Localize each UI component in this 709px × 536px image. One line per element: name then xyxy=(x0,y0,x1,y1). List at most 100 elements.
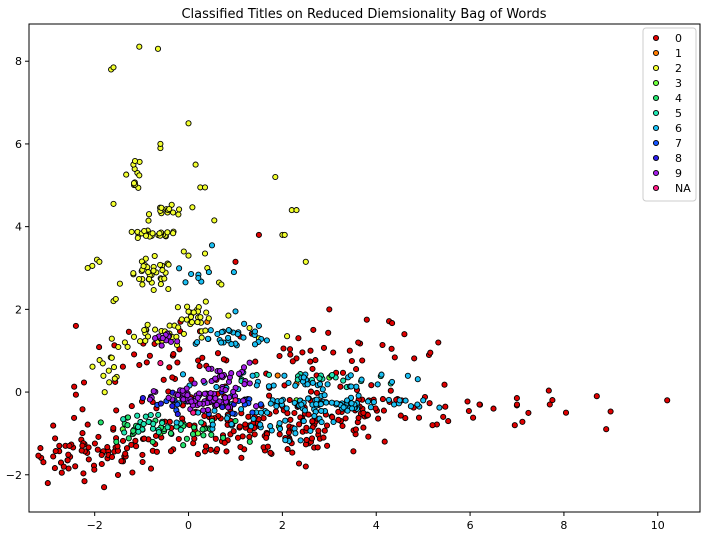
data-point-series-6 xyxy=(298,401,305,408)
data-point-series-0 xyxy=(353,366,360,373)
data-point-series-6 xyxy=(225,334,232,341)
data-point-series-2 xyxy=(157,261,164,268)
data-point-series-5 xyxy=(198,419,205,426)
data-point-series-5 xyxy=(155,411,162,418)
data-point-series-9 xyxy=(179,387,186,394)
y-tick-label: −2 xyxy=(6,469,22,482)
data-point-series-0 xyxy=(339,369,347,376)
data-point-series-6 xyxy=(214,330,221,338)
data-point-series-2 xyxy=(96,258,103,265)
data-point-series-8 xyxy=(174,411,181,418)
data-point-series-0 xyxy=(355,414,362,421)
data-point-series-0 xyxy=(426,400,433,407)
data-point-series-2 xyxy=(161,275,168,282)
data-point-series-0 xyxy=(389,320,396,327)
data-point-series-0 xyxy=(72,322,79,329)
data-point-series-6 xyxy=(305,395,312,402)
data-point-series-6 xyxy=(264,409,271,416)
data-point-series-2 xyxy=(170,209,177,216)
data-point-series-0 xyxy=(337,383,344,390)
data-point-series-0 xyxy=(129,469,136,476)
data-point-series-2 xyxy=(110,64,117,71)
data-point-series-2 xyxy=(180,330,187,337)
data-point-series-0 xyxy=(511,422,518,429)
data-point-series-0 xyxy=(312,357,319,364)
x-tick-label: 2 xyxy=(279,519,286,532)
data-point-series-6 xyxy=(176,265,183,272)
data-point-series-0 xyxy=(286,346,294,353)
legend-label-9: 9 xyxy=(675,167,682,180)
data-point-series-6 xyxy=(347,372,354,379)
data-point-series-0 xyxy=(607,408,614,415)
data-point-series-0 xyxy=(72,391,79,398)
data-point-series-0 xyxy=(411,355,418,362)
data-point-series-0 xyxy=(360,409,367,416)
legend-label-6: 6 xyxy=(675,122,682,135)
data-point-series-0 xyxy=(85,456,92,463)
data-point-series-2 xyxy=(142,337,149,344)
data-point-series-0 xyxy=(276,352,283,360)
legend-label-NA: NA xyxy=(675,182,691,195)
data-point-series-5 xyxy=(164,424,171,431)
data-point-series-2 xyxy=(111,375,118,382)
data-point-series-0 xyxy=(201,448,209,455)
data-point-series-2 xyxy=(185,252,192,259)
data-point-series-0 xyxy=(50,453,57,460)
y-tick-label: 0 xyxy=(15,386,22,399)
data-point-series-0 xyxy=(303,436,310,443)
data-point-series-0 xyxy=(441,381,448,388)
data-point-series-2 xyxy=(166,205,173,213)
data-point-series-6 xyxy=(309,379,316,386)
data-point-series-0 xyxy=(114,471,122,479)
data-point-series-9 xyxy=(191,380,198,387)
data-point-series-2 xyxy=(165,261,172,268)
data-point-series-0 xyxy=(291,409,298,417)
data-point-series-4 xyxy=(113,438,120,445)
data-point-series-0 xyxy=(132,437,139,444)
data-point-series-2 xyxy=(100,372,107,379)
data-point-series-0 xyxy=(56,442,63,449)
data-point-series-0 xyxy=(212,435,219,442)
data-point-series-9 xyxy=(240,397,247,404)
data-point-series-6 xyxy=(276,420,283,427)
data-point-series-9 xyxy=(180,396,187,403)
legend-marker-8 xyxy=(652,154,660,162)
legend-marker-9 xyxy=(652,169,660,177)
data-point-series-6 xyxy=(282,437,289,444)
data-point-series-2 xyxy=(106,379,113,386)
data-point-series-6 xyxy=(292,382,299,389)
data-point-series-0 xyxy=(188,376,195,383)
x-tick-label: −2 xyxy=(87,519,103,532)
data-point-series-9 xyxy=(200,407,207,414)
data-point-series-9 xyxy=(188,398,195,405)
data-point-series-8 xyxy=(157,400,164,407)
data-point-series-0 xyxy=(194,451,201,458)
legend-marker-7 xyxy=(652,139,660,147)
data-point-series-0 xyxy=(141,435,148,442)
data-point-series-9 xyxy=(194,394,201,401)
data-point-series-0 xyxy=(321,427,328,434)
data-point-series-2 xyxy=(134,234,141,242)
data-point-series-6 xyxy=(414,376,421,383)
data-point-series-6 xyxy=(348,405,356,412)
data-point-series-0 xyxy=(415,414,423,421)
data-point-series-0 xyxy=(445,418,452,425)
data-point-series-0 xyxy=(35,452,42,459)
data-point-series-0 xyxy=(310,326,317,333)
data-point-series-0 xyxy=(296,421,303,428)
legend-marker-5 xyxy=(652,109,660,117)
data-point-series-0 xyxy=(402,415,409,422)
data-point-series-9 xyxy=(150,388,157,395)
data-point-series-2 xyxy=(205,315,212,322)
data-point-series-9 xyxy=(184,392,191,399)
data-point-series-2 xyxy=(130,270,137,277)
data-point-series-0 xyxy=(230,428,237,435)
data-point-series-0 xyxy=(52,435,59,442)
data-point-series-0 xyxy=(221,439,228,446)
data-point-series-6 xyxy=(333,400,340,407)
data-point-series-0 xyxy=(295,460,303,467)
data-point-series-0 xyxy=(81,478,88,485)
points-layer xyxy=(35,43,671,491)
data-point-series-4 xyxy=(124,422,131,429)
data-point-series-0 xyxy=(110,424,117,432)
